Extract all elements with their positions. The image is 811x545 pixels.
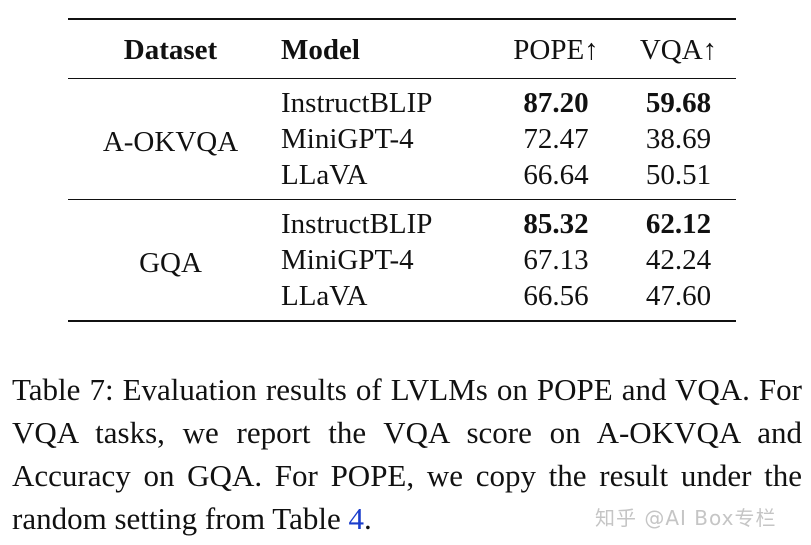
pope-cell: 87.20 <box>523 87 589 119</box>
model-cell: MiniGPT-4 <box>281 244 414 276</box>
model-cell: LLaVA <box>281 280 368 312</box>
pope-cell: 85.32 <box>523 208 589 240</box>
pope-cell: 72.47 <box>523 123 589 155</box>
vqa-cell: 50.51 <box>645 159 712 191</box>
header-model: Model <box>281 34 360 66</box>
table-row: GQA InstructBLIP 85.32 62.12 <box>68 199 736 279</box>
pope-cell: 66.56 <box>523 280 589 312</box>
table-reference-link[interactable]: 4 <box>348 501 364 536</box>
model-cell: MiniGPT-4 <box>281 123 414 155</box>
pope-cell: 66.64 <box>523 159 589 191</box>
dataset-cell-aokvqa: A-OKVQA <box>102 126 239 158</box>
table-row: MiniGPT-4 72.47 38.69 <box>68 121 736 157</box>
table-row: A-OKVQA InstructBLIP 87.20 59.68 <box>68 78 736 158</box>
table-row: MiniGPT-4 67.13 42.24 <box>68 242 736 278</box>
table-caption: Table 7: Evaluation results of LVLMs on … <box>12 368 802 540</box>
caption-end: . <box>363 501 372 536</box>
caption-text: Table 7: Evaluation results of LVLMs on … <box>12 372 802 536</box>
header-row: Dataset Model POPE↑ VQA↑ <box>68 19 736 79</box>
table-row: LLaVA 66.64 50.51 <box>68 157 736 200</box>
header-vqa: VQA↑ <box>639 34 718 66</box>
header-dataset: Dataset <box>123 34 218 66</box>
vqa-cell: 47.60 <box>645 280 712 312</box>
model-cell: LLaVA <box>281 159 368 191</box>
table-row: LLaVA 66.56 47.60 <box>68 278 736 321</box>
vqa-cell: 42.24 <box>645 244 712 276</box>
dataset-cell-gqa: GQA <box>139 247 202 279</box>
results-table: Dataset Model POPE↑ VQA↑ A-OKVQA Instruc… <box>68 18 736 322</box>
vqa-cell: 38.69 <box>645 123 712 155</box>
model-cell: InstructBLIP <box>281 208 433 240</box>
vqa-cell: 59.68 <box>645 87 712 119</box>
pope-cell: 67.13 <box>523 244 589 276</box>
results-table-container: Dataset Model POPE↑ VQA↑ A-OKVQA Instruc… <box>68 18 736 322</box>
model-cell: InstructBLIP <box>281 87 433 119</box>
watermark: 知乎 @AI Box专栏 <box>595 506 777 530</box>
header-pope: POPE↑ <box>513 34 599 66</box>
vqa-cell: 62.12 <box>645 208 712 240</box>
